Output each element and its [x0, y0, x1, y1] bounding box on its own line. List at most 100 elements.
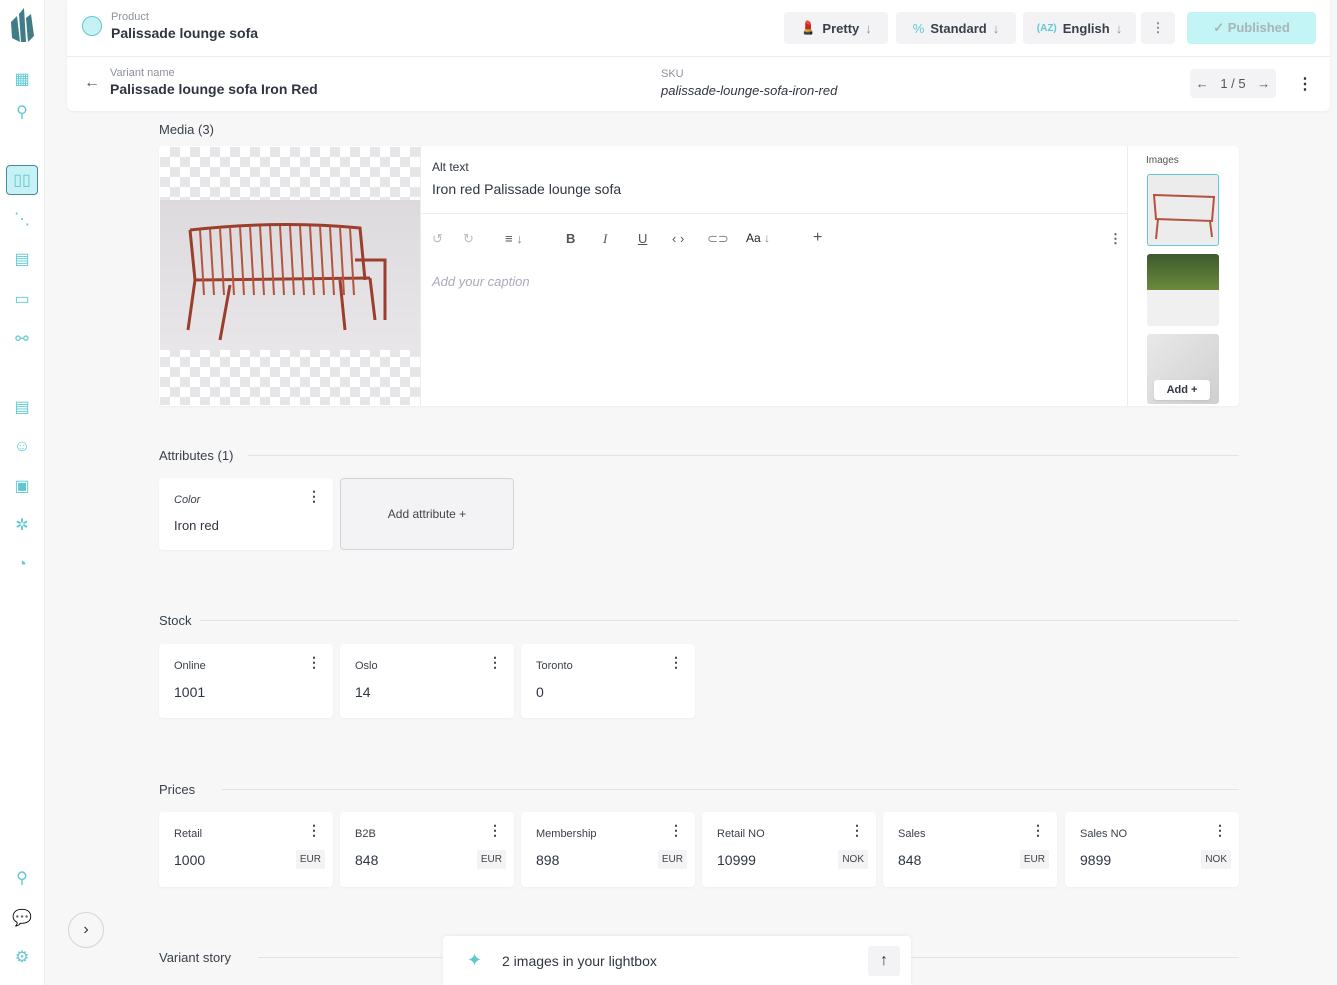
stock-label: Online [174, 660, 206, 672]
plugin-icon[interactable]: ⚲ [16, 104, 28, 121]
topics-icon[interactable]: ⋱ [14, 211, 30, 228]
more-icon[interactable]: ⋮ [669, 822, 683, 838]
header: Product Palissade lounge sofa 💄 Pretty ↓ %… [67, 0, 1330, 111]
more-icon[interactable]: ⋮ [1213, 822, 1227, 838]
prices-label: Sales [898, 828, 926, 840]
language-button[interactable]: (AZ) English ↓ [1023, 12, 1136, 44]
prices-label: Membership [536, 828, 597, 840]
italic-icon[interactable]: I [603, 231, 608, 246]
more-icon[interactable]: ⋮ [307, 488, 321, 504]
more-icon[interactable]: ⋮ [669, 654, 683, 670]
more-icon[interactable]: ⋮ [307, 822, 321, 838]
prices-card[interactable]: Sales 848 ⋮ EUR [883, 812, 1057, 887]
font-size-button[interactable]: Aa ↓ [746, 231, 771, 245]
language-icon[interactable]: 💬 [12, 910, 32, 927]
prices-label: Sales NO [1080, 828, 1128, 840]
orders-icon[interactable]: ▤ [14, 399, 30, 416]
caption-input[interactable]: Add your caption [432, 274, 530, 289]
image-thumb[interactable] [1147, 254, 1219, 326]
alt-text-label: Alt text [432, 160, 469, 174]
currency-badge: EUR [1019, 850, 1049, 869]
more-icon[interactable]: ⋮ [850, 822, 864, 838]
sofa-image[interactable] [160, 200, 420, 350]
divider [222, 789, 1239, 790]
images-label: Images [1146, 155, 1179, 166]
prices-value: 848 [355, 852, 379, 868]
underline-icon[interactable]: U [638, 231, 648, 246]
more-icon[interactable]: ⋮ [488, 822, 502, 838]
crystallize-logo[interactable] [9, 8, 35, 44]
currency-badge: NOK [1201, 850, 1231, 869]
sku-value: palissade-lounge-sofa-iron-red [661, 83, 838, 98]
stock-card[interactable]: Oslo 14 ⋮ [340, 644, 514, 718]
expand-lightbox-button[interactable]: ↑ [868, 946, 900, 976]
standard-label: Standard [930, 20, 987, 36]
link-icon[interactable]: ⊂⊃ [707, 231, 729, 246]
percent-icon: % [912, 20, 925, 36]
insert-plus-icon[interactable]: + [813, 229, 823, 246]
editor-more-icon[interactable]: ⋮ [1109, 231, 1122, 246]
variant-pager: ← 1 / 5 → [1190, 69, 1276, 98]
images-icon[interactable]: ▭ [14, 291, 30, 308]
catalogue-icon[interactable]: ▯▯ [6, 165, 38, 195]
add-image-button[interactable]: Add + [1154, 380, 1210, 400]
analytics-icon[interactable]: ◔ [17, 556, 27, 573]
prices-card[interactable]: Membership 898 ⋮ EUR [521, 812, 695, 887]
divider [67, 56, 1330, 57]
prices-card[interactable]: B2B 848 ⋮ EUR [340, 812, 514, 887]
currency-badge: EUR [657, 850, 687, 869]
currency-badge: EUR [295, 850, 325, 869]
align-icon[interactable]: ≡ ↓ [505, 231, 523, 246]
pretty-button[interactable]: 💄 Pretty ↓ [784, 12, 888, 44]
dashboard-icon[interactable]: ▦ [14, 71, 30, 88]
search-icon[interactable]: ⚲ [16, 870, 28, 887]
products-box-icon[interactable]: ▣ [14, 478, 30, 495]
alt-text-input[interactable]: Iron red Palissade lounge sofa [432, 181, 622, 197]
expand-sidebar-button[interactable]: › [68, 912, 104, 948]
grids-icon[interactable]: ▤ [14, 251, 30, 268]
next-arrow-icon[interactable]: → [1257, 76, 1271, 91]
prices-value: 9899 [1080, 852, 1112, 868]
shapes-icon[interactable]: ⚯ [15, 331, 29, 348]
stock-card[interactable]: Online 1001 ⋮ [159, 644, 333, 718]
undo-icon[interactable]: ↺ [432, 231, 443, 246]
stock-label: Toronto [536, 660, 573, 672]
prices-card[interactable]: Sales NO 9899 ⋮ NOK [1065, 812, 1239, 887]
prices-title: Prices [159, 782, 196, 797]
divider [248, 455, 1239, 456]
standard-button[interactable]: % Standard ↓ [896, 12, 1016, 44]
lightbox-bar: ✦ 2 images in your lightbox ↑ [443, 936, 911, 985]
prev-arrow-icon[interactable]: ← [1195, 76, 1209, 91]
prices-value: 1000 [174, 852, 206, 868]
lightbox-text: 2 images in your lightbox [502, 953, 657, 969]
attribute-label: Color [174, 494, 201, 506]
arrow-down-icon: ↓ [865, 20, 872, 36]
product-label: Product [111, 11, 149, 23]
more-icon[interactable]: ⋮ [1031, 822, 1045, 838]
settings-icon[interactable]: ⚙ [14, 949, 30, 966]
stock-card[interactable]: Toronto 0 ⋮ [521, 644, 695, 718]
language-icon: (AZ) [1036, 22, 1057, 34]
redo-icon[interactable]: ↻ [463, 231, 474, 246]
customers-icon[interactable]: ☺ [13, 438, 31, 455]
more-button[interactable]: ⋮ [1141, 12, 1175, 44]
language-label: English [1062, 20, 1110, 36]
media-title: Media (3) [159, 122, 214, 137]
arrow-down-icon: ↓ [1115, 20, 1123, 36]
prices-card[interactable]: Retail 1000 ⋮ EUR [159, 812, 333, 887]
prices-card[interactable]: Retail NO 10999 ⋮ NOK [702, 812, 876, 887]
attributes-title: Attributes (1) [159, 448, 234, 463]
image-thumb-selected[interactable] [1147, 174, 1219, 246]
variant-story-title: Variant story [159, 950, 232, 965]
discount-icon[interactable]: ✲ [15, 517, 29, 534]
more-icon[interactable]: ⋮ [488, 654, 502, 670]
variant-more-button[interactable]: ⋮ [1297, 76, 1313, 93]
more-icon[interactable]: ⋮ [307, 654, 321, 670]
publish-button[interactable]: ✓ Published [1187, 12, 1316, 44]
bold-icon[interactable]: B [566, 231, 576, 246]
back-arrow-icon[interactable]: ← [84, 74, 100, 91]
prices-label: Retail [174, 828, 203, 840]
add-attribute-button[interactable]: Add attribute + [340, 478, 514, 550]
attribute-card[interactable]: Color Iron red ⋮ [159, 478, 333, 550]
code-icon[interactable]: ‹ › [672, 231, 685, 246]
